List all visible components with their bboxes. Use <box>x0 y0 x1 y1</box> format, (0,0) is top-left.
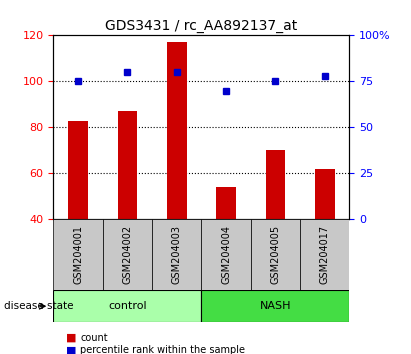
Text: ■: ■ <box>66 346 76 354</box>
Text: GSM204001: GSM204001 <box>73 225 83 284</box>
Bar <box>266 150 285 219</box>
Text: count: count <box>80 333 108 343</box>
Bar <box>216 187 236 219</box>
Bar <box>53 290 201 322</box>
Bar <box>300 219 349 290</box>
Bar <box>315 169 335 219</box>
Text: percentile rank within the sample: percentile rank within the sample <box>80 346 245 354</box>
Title: GDS3431 / rc_AA892137_at: GDS3431 / rc_AA892137_at <box>105 19 298 33</box>
Bar <box>68 120 88 219</box>
Bar <box>251 219 300 290</box>
Text: GSM204003: GSM204003 <box>172 225 182 284</box>
Bar <box>53 219 103 290</box>
Text: control: control <box>108 301 147 311</box>
Bar <box>201 290 349 322</box>
Text: disease state: disease state <box>4 301 74 311</box>
Text: GSM204004: GSM204004 <box>221 225 231 284</box>
Bar <box>103 219 152 290</box>
Bar <box>118 111 137 219</box>
Bar <box>152 219 201 290</box>
Text: GSM204002: GSM204002 <box>122 225 132 285</box>
Text: ■: ■ <box>66 333 76 343</box>
Bar <box>201 219 251 290</box>
Text: NASH: NASH <box>260 301 291 311</box>
Text: GSM204005: GSM204005 <box>270 225 280 285</box>
Text: GSM204017: GSM204017 <box>320 225 330 285</box>
Bar <box>167 42 187 219</box>
